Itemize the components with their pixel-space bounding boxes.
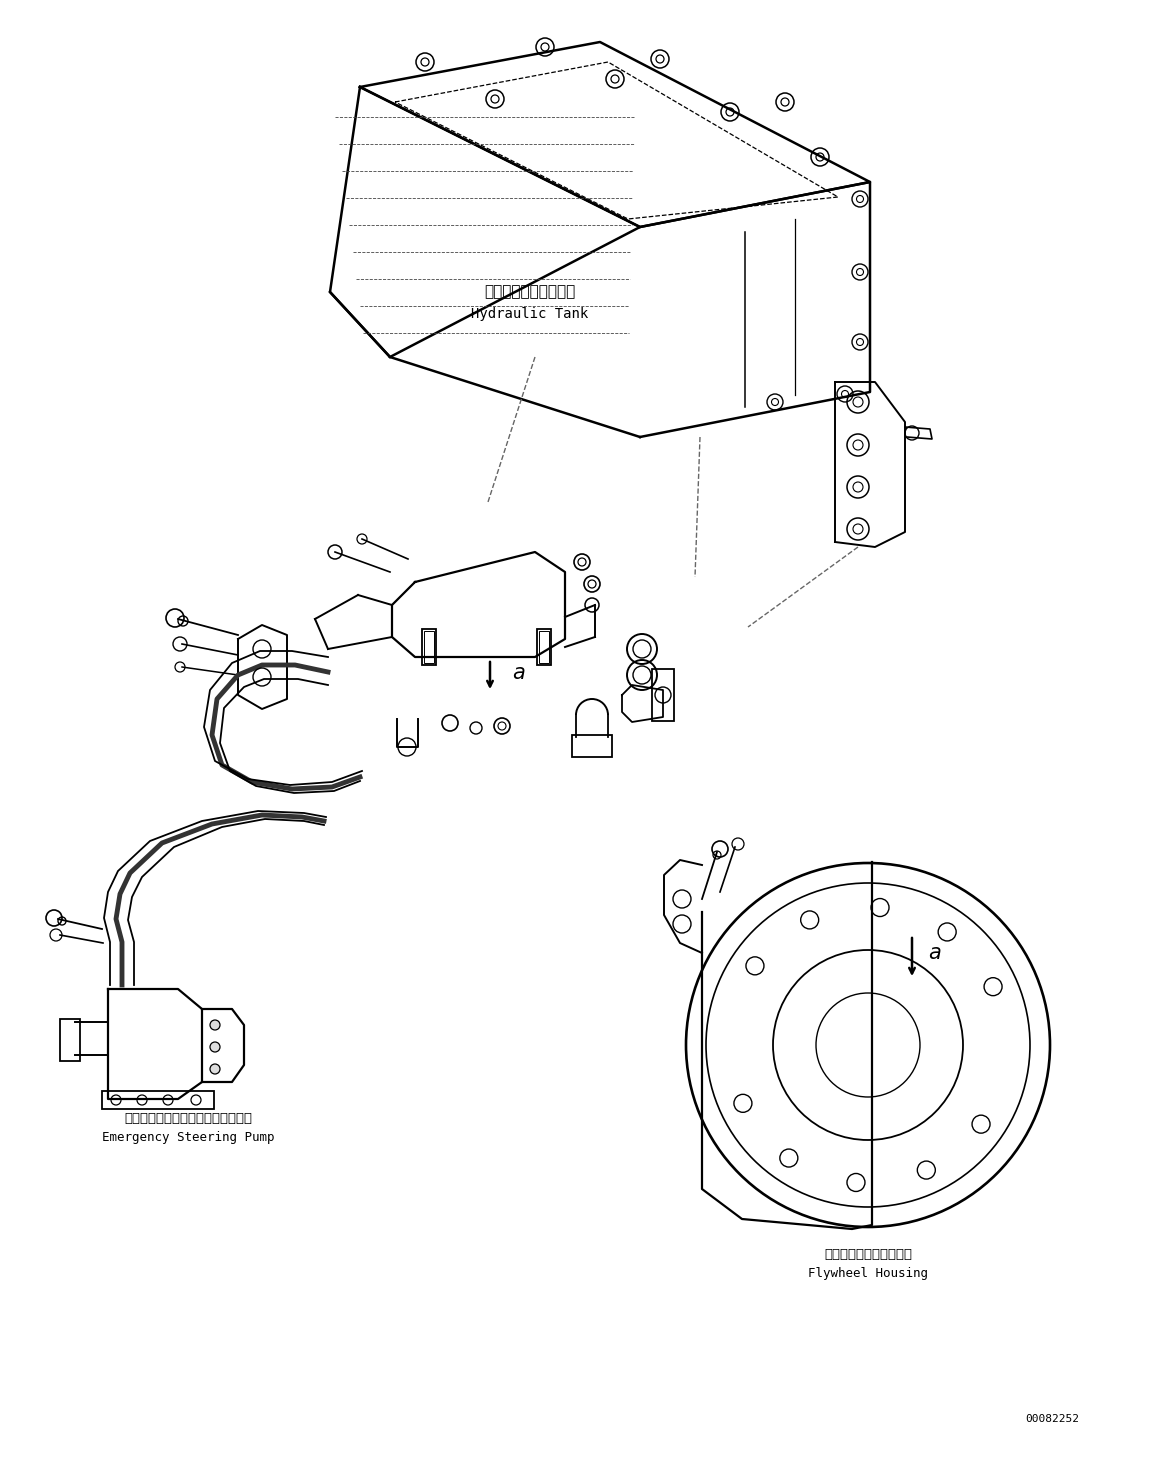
Bar bbox=[60, 1019, 80, 1060]
Bar bbox=[652, 669, 675, 721]
Text: Hydraulic Tank: Hydraulic Tank bbox=[471, 307, 588, 321]
Text: Flywheel Housing: Flywheel Housing bbox=[808, 1266, 928, 1279]
Bar bbox=[537, 629, 551, 665]
Bar bbox=[424, 631, 434, 663]
Bar bbox=[572, 736, 612, 758]
Text: エマージェンシステアリングポンプ: エマージェンシステアリングポンプ bbox=[124, 1112, 252, 1125]
Bar bbox=[422, 629, 436, 665]
Text: ハイドロリックタンク: ハイドロリックタンク bbox=[484, 285, 576, 300]
Text: 00082252: 00082252 bbox=[1025, 1413, 1079, 1424]
Text: a: a bbox=[512, 663, 525, 682]
Bar bbox=[102, 1092, 214, 1109]
Text: フライホイルハウジング: フライホイルハウジング bbox=[825, 1248, 912, 1261]
Text: Emergency Steering Pump: Emergency Steering Pump bbox=[101, 1130, 274, 1143]
Circle shape bbox=[211, 1041, 220, 1052]
Circle shape bbox=[211, 1063, 220, 1074]
Circle shape bbox=[211, 1021, 220, 1029]
Text: a: a bbox=[928, 942, 941, 963]
Bar bbox=[538, 631, 549, 663]
